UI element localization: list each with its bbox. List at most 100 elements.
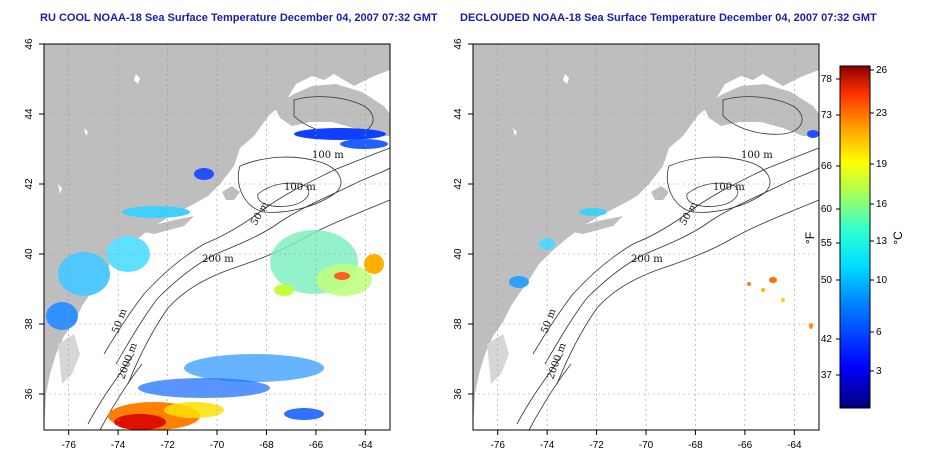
cape-cod [651,186,669,200]
x-ticks [497,430,795,435]
fahrenheit-tick-label: 66 [821,161,833,172]
temperature-colorbar: 78 73 66 60 55 50 42 37 26 23 19 16 13 1… [803,65,905,409]
lake [84,128,88,136]
celsius-ticks [870,69,874,372]
contour-line [516,353,564,425]
celsius-tick-label: 26 [876,65,888,76]
land-mass [44,44,390,430]
left-map-canvas: 100 m 100 m 50 m 200 m 50 m 2000 m [24,38,391,451]
lat-tick-label: 36 [453,388,464,400]
sst-patch [284,408,324,420]
contour-line [532,147,820,355]
sst-patch [340,139,388,149]
sst-patch [194,168,214,180]
sst-patch [807,130,819,138]
lon-tick-label: -74 [540,440,555,451]
sst-patch [316,264,372,296]
lon-tick-label: -74 [111,440,126,451]
fahrenheit-tick-label: 73 [821,110,833,121]
contour-label: 100 m [284,182,316,193]
land-mass [473,44,819,430]
sst-patch [274,284,294,296]
fahrenheit-tick-label: 50 [821,275,833,286]
lon-tick-label: -70 [639,440,654,451]
lon-tick-label: -72 [589,440,604,451]
sst-patch [781,298,785,302]
contour-label: 100 m [312,150,344,161]
lake [513,128,517,136]
lon-tick-label: -76 [490,440,505,451]
sst-patch [364,254,384,274]
lat-tick-label: 46 [453,38,464,50]
x-ticks [68,430,366,435]
sst-patch [579,208,607,216]
lon-tick-label: -72 [160,440,175,451]
long-island [563,216,623,234]
celsius-tick-label: 16 [876,199,888,210]
lon-tick-label: -76 [61,440,76,451]
lake [563,74,569,84]
left-sst-map: 100 m 100 m 50 m 200 m 50 m 2000 m [24,38,391,451]
contour-line [666,156,771,213]
fahrenheit-tick-label: 37 [821,370,833,381]
right-map-canvas: 100 m 100 m 50 m 200 m 50 m 2000 m [453,38,820,451]
right-sst-map: 100 m 100 m 50 m 200 m 50 m 2000 m [453,38,820,451]
lake [134,74,140,84]
sst-patch [184,354,324,382]
lon-tick-label: -66 [738,440,753,451]
sst-patch [122,206,190,218]
lon-tick-label: -64 [787,440,802,451]
long-island [134,216,194,234]
celsius-tick-label: 13 [876,236,888,247]
contour-label: 100 m [741,150,773,161]
celsius-tick-label: 19 [876,159,888,170]
lat-tick-label: 40 [453,248,464,260]
lat-tick-label: 44 [24,108,35,120]
graticule [44,43,390,430]
contour-line [127,199,391,385]
fahrenheit-tick-label: 60 [821,204,833,215]
lat-tick-label: 42 [24,178,35,190]
lon-tick-label: -68 [688,440,703,451]
lake [58,184,62,194]
lat-tick-label: 36 [24,388,35,400]
lat-tick-label: 46 [24,38,35,50]
celsius-tick-label: 3 [876,366,882,377]
contour-line [103,147,391,355]
celsius-tick-label: 6 [876,327,882,338]
lon-tick-label: -66 [309,440,324,451]
fahrenheit-tick-label: 55 [821,238,833,249]
lat-tick-label: 38 [24,318,35,330]
y-ticks [39,43,44,395]
bathymetry-contours [516,96,820,431]
celsius-unit-label: °C [891,231,905,245]
sst-patch [106,236,150,272]
cape-cod [222,186,240,200]
sst-patch [809,323,813,329]
sst-patch [761,288,765,292]
right-map-title: DECLOUDED NOAA-18 Sea Surface Temperatur… [460,12,877,24]
sst-patch [46,302,78,330]
contour-line [237,156,342,213]
left-map-title: RU COOL NOAA-18 Sea Surface Temperature … [40,12,438,24]
sst-patch [138,378,270,398]
y-ticks [468,43,473,395]
sst-patch [769,277,777,283]
lon-tick-label: -64 [358,440,373,451]
sst-patch [294,128,386,140]
lon-tick-label: -70 [210,440,225,451]
lat-tick-label: 42 [453,178,464,190]
fahrenheit-tick-label: 78 [821,74,833,85]
sst-patch [747,282,751,286]
sst-patch [114,414,166,430]
lat-tick-label: 38 [453,318,464,330]
lon-tick-label: -68 [259,440,274,451]
fahrenheit-unit-label: °F [803,232,817,244]
colorbar-ramp [839,65,871,409]
lat-tick-label: 40 [24,248,35,260]
fahrenheit-tick-label: 42 [821,334,833,345]
lat-tick-label: 44 [453,108,464,120]
contour-line [293,96,374,135]
sst-patch [509,276,529,288]
contour-line [87,353,135,425]
